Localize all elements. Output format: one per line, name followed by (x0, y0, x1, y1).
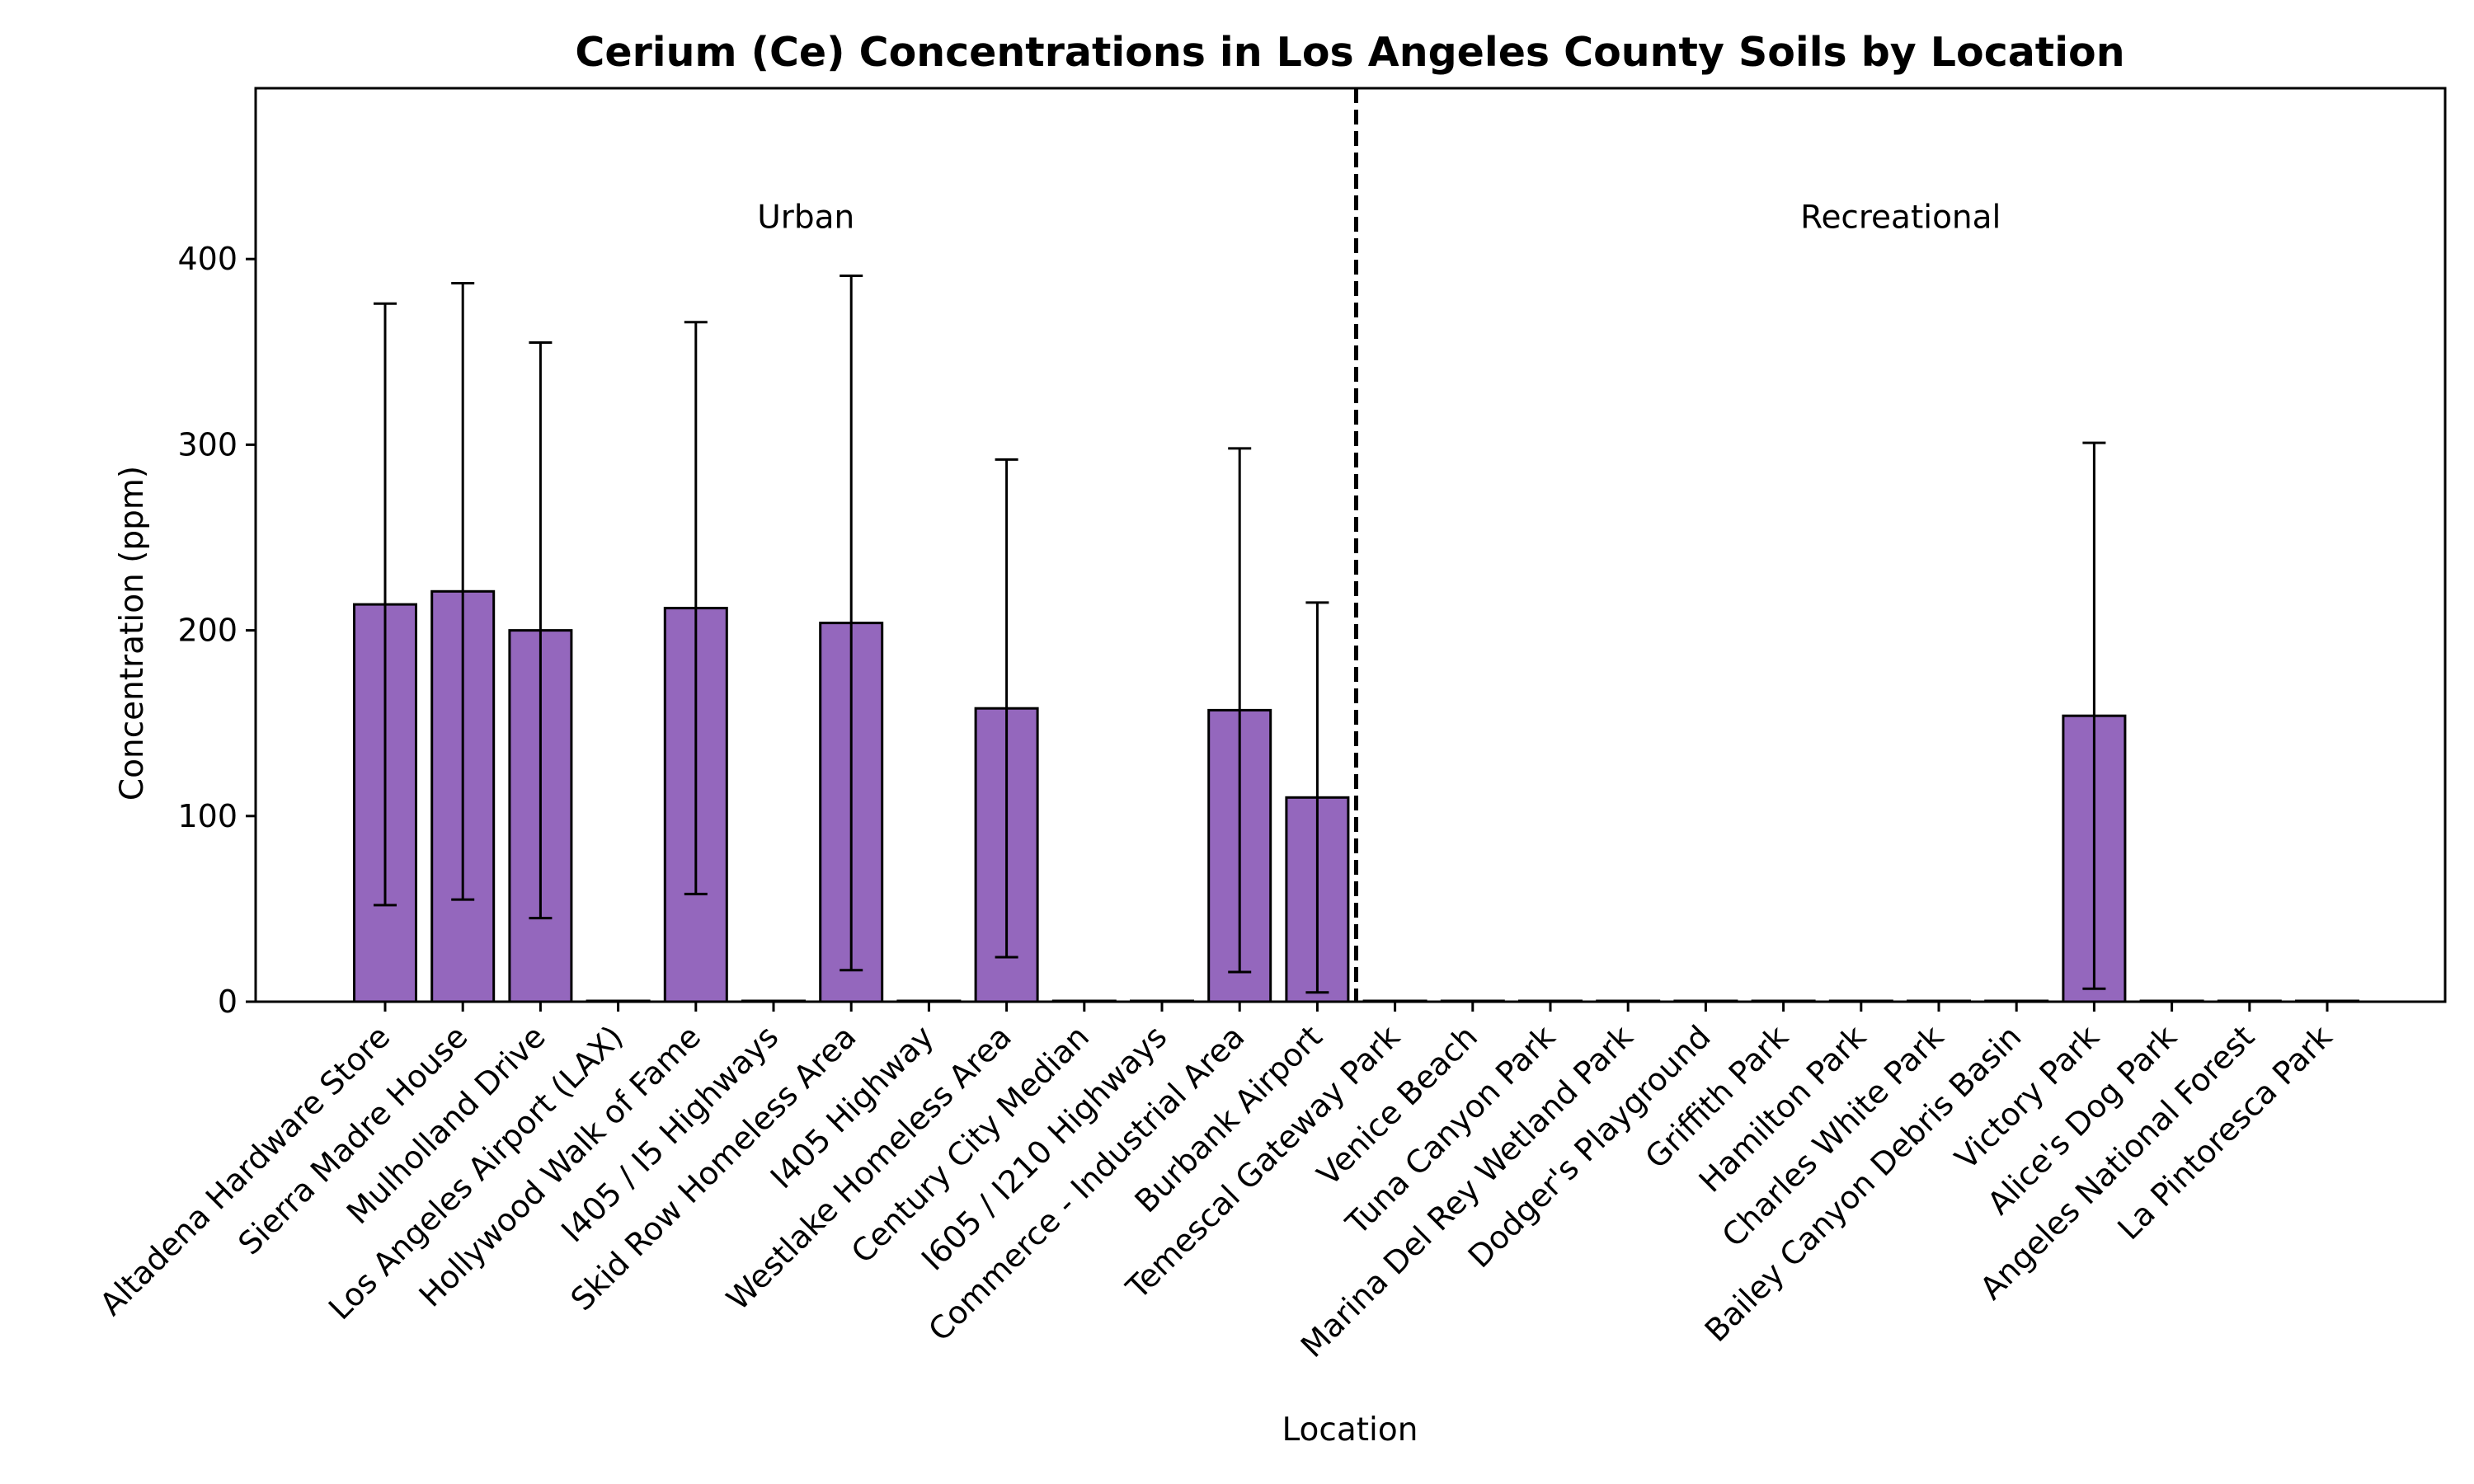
error-bar-1 (451, 281, 475, 901)
error-bar-12 (1305, 601, 1329, 994)
y-tick-label-400: 400 (177, 241, 238, 277)
x-axis-label: Location (1282, 1411, 1418, 1449)
y-axis-label: Concentration (ppm) (114, 466, 151, 801)
y-tick-label-200: 200 (177, 613, 238, 649)
error-bar-6 (840, 274, 863, 972)
error-bar-0 (374, 302, 397, 907)
chart-title: Cerium (Ce) Concentrations in Los Angele… (575, 29, 2124, 76)
group-label-recreational: Recreational (1800, 199, 2001, 236)
y-tick-label-0: 0 (218, 984, 238, 1020)
error-bar-8 (995, 458, 1018, 959)
y-tick-label-300: 300 (177, 426, 238, 463)
error-bar-2 (529, 341, 553, 920)
error-bar-22 (2082, 441, 2106, 990)
error-bar-4 (684, 321, 708, 895)
group-label-urban: Urban (757, 199, 854, 236)
y-tick-label-100: 100 (177, 798, 238, 834)
error-bar-11 (1228, 447, 1252, 974)
plot-frame (254, 87, 2447, 1003)
